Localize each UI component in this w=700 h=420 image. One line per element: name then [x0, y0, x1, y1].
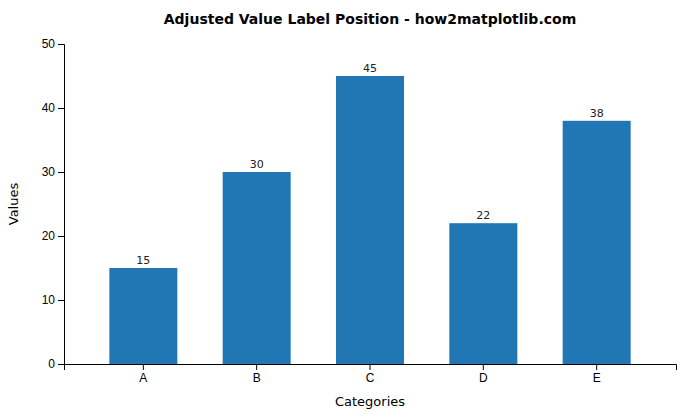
x-axis: A B C D E: [65, 364, 677, 385]
tick-label: 10: [42, 293, 56, 307]
plot: A B C D E 0 10 20 30 40 50 15 30 45 22 38: [42, 37, 677, 384]
tick-label: D: [479, 371, 488, 385]
data-label: 22: [476, 209, 490, 222]
tick-label: 50: [42, 37, 56, 51]
tick-mark: [483, 364, 484, 370]
x-tick: E: [593, 364, 601, 385]
tick-mark: [256, 364, 257, 370]
tick-label: 0: [48, 357, 55, 371]
tick-mark: [58, 364, 64, 365]
tick-mark: [58, 44, 64, 45]
x-tick: D: [479, 364, 488, 385]
y-tick: 0: [48, 357, 64, 371]
x-axis-title: Categories: [335, 394, 405, 409]
y-tick: 10: [42, 293, 64, 307]
bar: [223, 172, 291, 364]
tick-mark: [58, 172, 64, 173]
y-tick: 40: [42, 101, 64, 115]
x-tick: A: [139, 364, 147, 385]
tick-mark: [58, 108, 64, 109]
tick-label: A: [139, 371, 147, 385]
x-tick: B: [253, 364, 261, 385]
tick-mark: [370, 364, 371, 370]
tick-mark: [596, 364, 597, 370]
chart: A B C D E 0 10 20 30 40 50 15 30 45 22 38 Adjusted Value…: [0, 0, 700, 420]
bar: [563, 121, 631, 364]
x-tick: C: [366, 364, 375, 385]
tick-label: E: [593, 371, 601, 385]
tick-mark: [143, 364, 144, 370]
bar: [449, 223, 517, 364]
axis-line: [65, 365, 677, 371]
bar: [336, 76, 404, 364]
data-label: 15: [136, 254, 150, 267]
data-label: 30: [250, 158, 264, 171]
bars: [109, 76, 630, 364]
tick-label: C: [366, 371, 375, 385]
tick-label: 40: [42, 101, 56, 115]
y-tick: 30: [42, 165, 64, 179]
y-axis: 0 10 20 30 40 50: [42, 37, 65, 371]
axis-line: [58, 45, 65, 365]
tick-label: B: [253, 371, 261, 385]
tick-mark: [58, 236, 64, 237]
data-labels: 15 30 45 22 38: [136, 62, 603, 267]
tick-mark: [58, 300, 64, 301]
bar: [109, 268, 177, 364]
data-label: 38: [590, 107, 604, 120]
y-tick: 50: [42, 37, 64, 51]
y-tick: 20: [42, 229, 64, 243]
data-label: 45: [363, 62, 377, 75]
y-axis-title: Values: [6, 183, 21, 226]
title: Adjusted Value Label Position - how2matp…: [164, 11, 576, 27]
tick-label: 20: [42, 229, 56, 243]
tick-label: 30: [42, 165, 56, 179]
